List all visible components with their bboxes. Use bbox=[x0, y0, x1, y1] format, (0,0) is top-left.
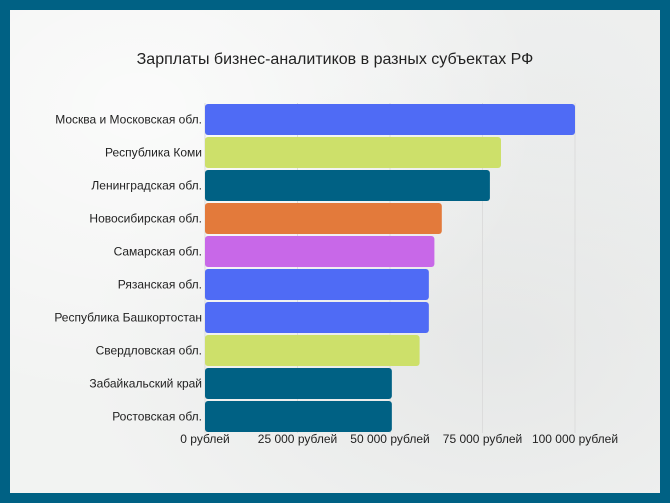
x-tick-label-0: 0 рублей bbox=[180, 432, 229, 446]
bar-3 bbox=[205, 203, 442, 234]
category-labels: Москва и Московская обл. Республика Коми Л… bbox=[54, 113, 202, 424]
x-tick-label-4: 100 000 рублей bbox=[532, 432, 618, 446]
category-label-2: Ленинградская обл. bbox=[91, 179, 202, 193]
bar-5 bbox=[205, 269, 429, 300]
bar-2 bbox=[205, 170, 490, 201]
bars bbox=[205, 104, 575, 432]
bar-9 bbox=[205, 401, 392, 432]
bar-6 bbox=[205, 302, 429, 333]
category-label-9: Ростовская обл. bbox=[112, 410, 202, 424]
bar-0 bbox=[205, 104, 575, 135]
bar-7 bbox=[205, 335, 420, 366]
category-label-4: Самарская обл. bbox=[114, 245, 202, 259]
category-label-1: Республика Коми bbox=[105, 146, 202, 160]
x-tick-label-3: 75 000 рублей bbox=[443, 432, 522, 446]
category-label-5: Рязанская обл. bbox=[118, 278, 202, 292]
x-tick-labels: 0 рублей 25 000 рублей 50 000 рублей 75 000… bbox=[180, 432, 618, 446]
x-tick-label-1: 25 000 рублей bbox=[258, 432, 337, 446]
x-tick-label-2: 50 000 рублей bbox=[350, 432, 429, 446]
category-label-0: Москва и Московская обл. bbox=[55, 113, 202, 127]
category-label-7: Свердловская обл. bbox=[96, 344, 202, 358]
bar-1 bbox=[205, 137, 501, 168]
category-label-8: Забайкальский край bbox=[89, 377, 202, 391]
chart-title: Зарплаты бизнес-аналитиков в разных субъ… bbox=[137, 51, 534, 68]
category-label-6: Республика Башкортостан bbox=[54, 311, 202, 325]
category-label-3: Новосибирская обл. bbox=[89, 212, 202, 226]
bar-4 bbox=[205, 236, 435, 267]
bar-8 bbox=[205, 368, 392, 399]
